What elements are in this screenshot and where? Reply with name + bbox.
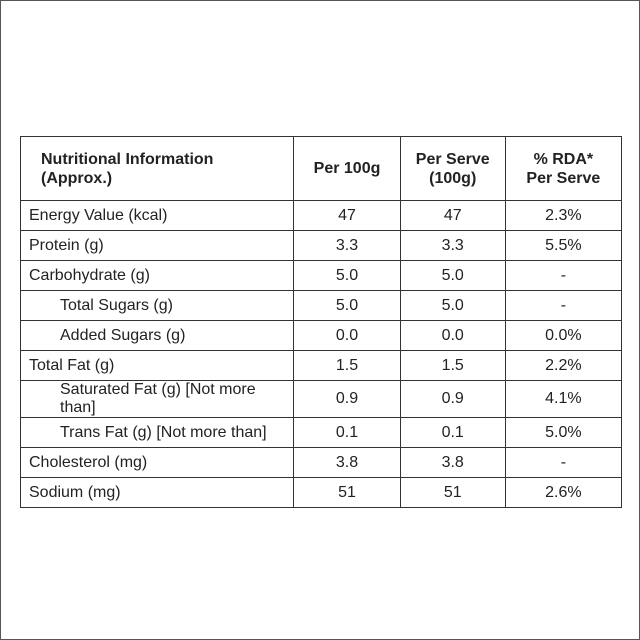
per-serve-value: 0.9 — [399, 380, 506, 418]
per-100g-value: 0.0 — [293, 320, 401, 351]
header-rda-line1: % RDA* — [533, 150, 594, 168]
rda-value: - — [504, 290, 623, 321]
rda-value: 5.0% — [504, 417, 623, 448]
per-serve-value: 5.0 — [399, 260, 506, 291]
header-row: Nutritional Information (Approx.) Per 10… — [19, 136, 623, 201]
nutrient-name: Trans Fat (g) [Not more than] — [19, 417, 295, 448]
per-serve-value: 0.1 — [399, 417, 506, 448]
table-row: Cholesterol (mg) 3.8 3.8 - — [19, 447, 623, 478]
per-100g-value: 0.1 — [293, 417, 401, 448]
header-per-serve-line2: (100g) — [429, 169, 477, 187]
header-per-serve-line1: Per Serve — [415, 150, 490, 168]
nutrient-name: Saturated Fat (g) [Not more than] — [19, 380, 295, 418]
per-serve-value: 3.8 — [399, 447, 506, 478]
table-row: Total Sugars (g) 5.0 5.0 - — [19, 290, 623, 321]
per-serve-value: 1.5 — [399, 350, 506, 381]
header-rda: % RDA* Per Serve — [504, 136, 623, 201]
nutrient-name: Carbohydrate (g) — [19, 260, 295, 291]
table-row: Added Sugars (g) 0.0 0.0 0.0% — [19, 320, 623, 351]
rda-value: 0.0% — [504, 320, 623, 351]
rda-value: 2.6% — [504, 477, 623, 508]
per-100g-value: 3.8 — [293, 447, 401, 478]
header-nutritional-information: Nutritional Information (Approx.) — [19, 136, 295, 201]
rda-value: - — [504, 260, 623, 291]
per-100g-value: 51 — [293, 477, 401, 508]
table-row: Total Fat (g) 1.5 1.5 2.2% — [19, 350, 623, 381]
per-100g-value: 47 — [293, 200, 401, 231]
rda-value: 5.5% — [504, 230, 623, 261]
nutrient-name: Protein (g) — [19, 230, 295, 261]
rda-value: 2.2% — [504, 350, 623, 381]
per-100g-value: 5.0 — [293, 290, 401, 321]
per-serve-value: 5.0 — [399, 290, 506, 321]
per-serve-value: 47 — [399, 200, 506, 231]
nutrient-name: Total Fat (g) — [19, 350, 295, 381]
rda-value: - — [504, 447, 623, 478]
table-row: Protein (g) 3.3 3.3 5.5% — [19, 230, 623, 261]
per-serve-value: 0.0 — [399, 320, 506, 351]
per-100g-value: 3.3 — [293, 230, 401, 261]
per-100g-value: 5.0 — [293, 260, 401, 291]
table-row: Sodium (mg) 51 51 2.6% — [19, 477, 623, 508]
nutrient-name: Energy Value (kcal) — [19, 200, 295, 231]
nutrient-name: Total Sugars (g) — [19, 290, 295, 321]
per-serve-value: 3.3 — [399, 230, 506, 261]
per-serve-value: 51 — [399, 477, 506, 508]
nutrition-table: Nutritional Information (Approx.) Per 10… — [19, 136, 623, 508]
table-row: Trans Fat (g) [Not more than] 0.1 0.1 5.… — [19, 417, 623, 448]
header-rda-line2: Per Serve — [526, 169, 601, 187]
table-row: Energy Value (kcal) 47 47 2.3% — [19, 200, 623, 231]
rda-value: 4.1% — [504, 380, 623, 418]
table-row: Carbohydrate (g) 5.0 5.0 - — [19, 260, 623, 291]
rda-value: 2.3% — [504, 200, 623, 231]
header-per-serve: Per Serve (100g) — [399, 136, 506, 201]
per-100g-value: 0.9 — [293, 380, 401, 418]
nutrient-name: Cholesterol (mg) — [19, 447, 295, 478]
nutrient-name: Added Sugars (g) — [19, 320, 295, 351]
table-row: Saturated Fat (g) [Not more than] 0.9 0.… — [19, 380, 623, 418]
nutrient-name: Sodium (mg) — [19, 477, 295, 508]
header-per-100g: Per 100g — [293, 136, 401, 201]
per-100g-value: 1.5 — [293, 350, 401, 381]
